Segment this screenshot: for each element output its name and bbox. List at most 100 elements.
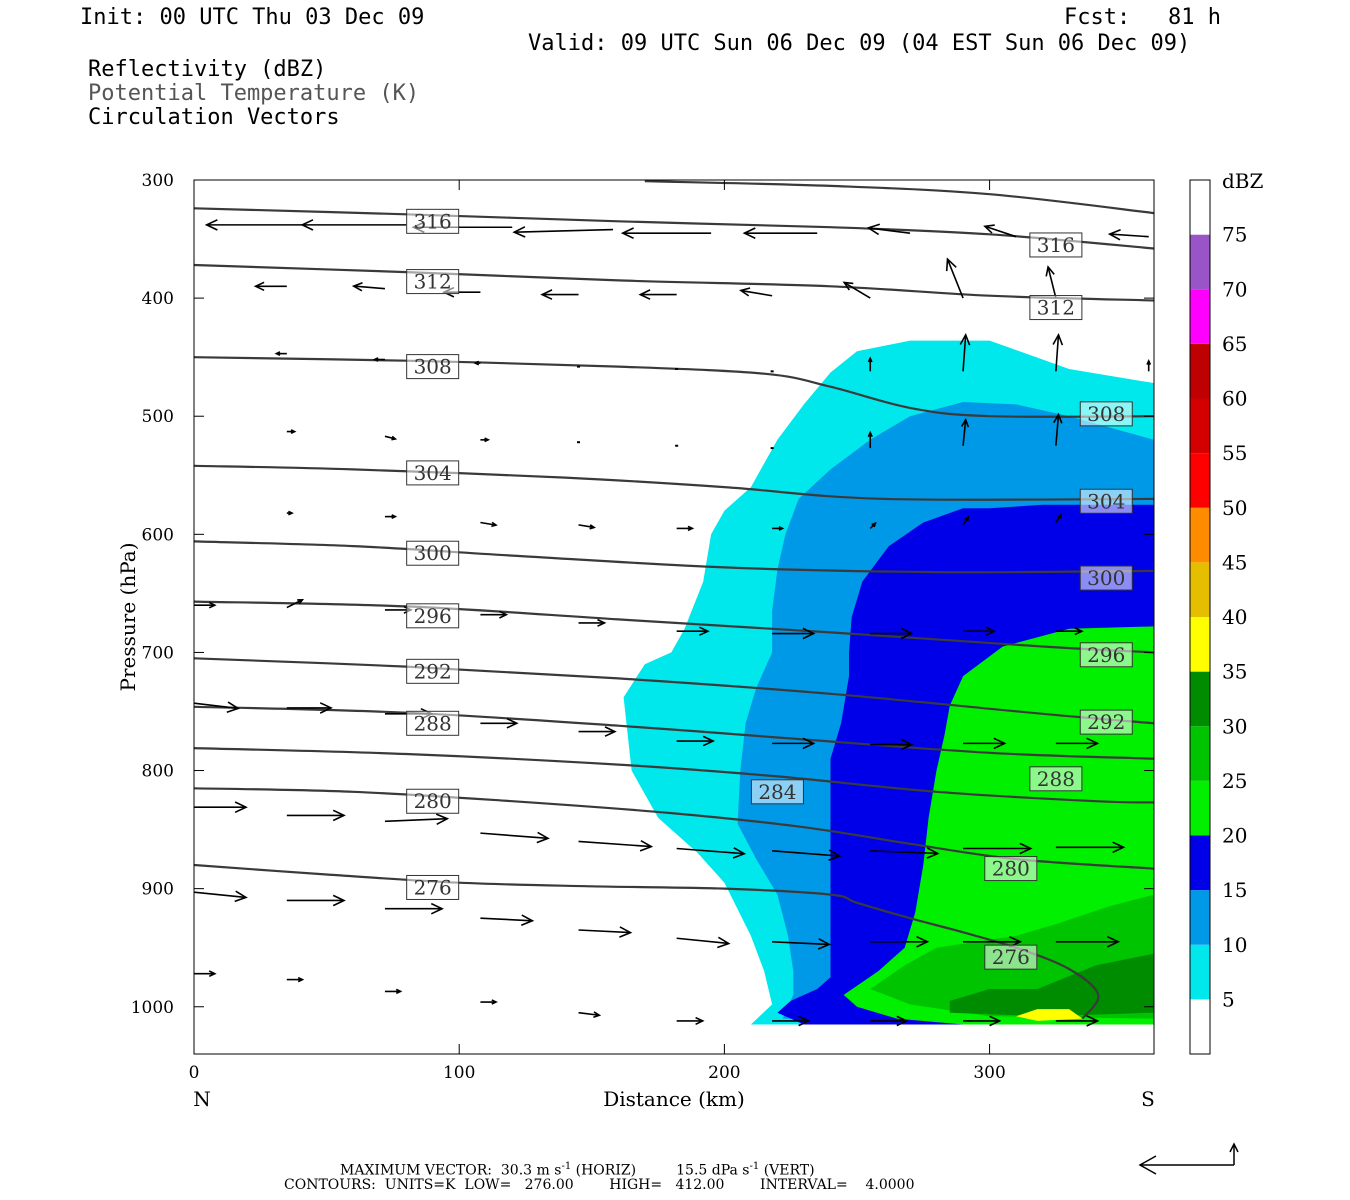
vector-shaft — [1055, 334, 1060, 372]
y-tick-label: 500 — [142, 407, 174, 427]
y-tick-label: 400 — [142, 289, 174, 309]
vector-head — [959, 333, 971, 346]
vector-head — [695, 1016, 705, 1026]
vector-head — [589, 524, 596, 530]
contour-label: 312 — [1029, 295, 1083, 321]
circulation-vector — [867, 430, 873, 449]
circulation-vector — [962, 515, 970, 526]
theta-contour-312 — [194, 263, 1154, 302]
colorbar-swatch — [1190, 507, 1210, 563]
theta-contour-300 — [194, 540, 1154, 574]
contour-label-box — [406, 788, 460, 814]
contour-label-box — [1029, 295, 1083, 321]
contour-label: 276 — [406, 874, 460, 900]
contour-label-box — [406, 540, 460, 566]
vector-head — [900, 627, 914, 640]
circulation-vector — [963, 842, 1033, 855]
vector-shaft — [962, 334, 967, 372]
contour-label-box — [406, 603, 460, 629]
circulation-vector — [253, 281, 287, 292]
vector-head — [802, 627, 816, 640]
circulation-vector — [1052, 333, 1064, 372]
contour-label-box — [984, 944, 1038, 970]
circulation-vector — [286, 598, 305, 609]
contour-label-box — [406, 658, 460, 684]
vector-head — [520, 914, 535, 927]
contour-label: 316 — [1029, 232, 1083, 258]
contour-label: 276 — [984, 944, 1038, 970]
circulation-vector — [1055, 1015, 1100, 1027]
colorbar-unit: dBZ — [1222, 169, 1264, 193]
circulation-vector — [473, 360, 481, 366]
circulation-vector — [963, 626, 997, 636]
contour-label-text: 308 — [414, 355, 452, 379]
vector-head — [985, 626, 997, 636]
circulation-vector — [194, 890, 248, 903]
vector-head — [1086, 1015, 1100, 1027]
vector-head — [983, 224, 995, 234]
vector-shaft — [740, 289, 773, 297]
circulation-vector — [384, 813, 450, 826]
circulation-vector — [983, 224, 1017, 238]
contour-label: 304 — [1079, 488, 1133, 514]
circulation-vector — [384, 435, 398, 441]
vector-head — [960, 417, 970, 428]
vector-head — [300, 219, 314, 231]
vector-head — [319, 702, 333, 714]
colorbar-swatch — [1190, 289, 1210, 344]
circulation-vector — [480, 437, 491, 443]
circulation-vector — [1053, 412, 1063, 446]
contour-label: 292 — [406, 658, 460, 684]
vector-head — [739, 287, 751, 297]
vector-head — [989, 1015, 1002, 1027]
contour-label-text: 308 — [1087, 402, 1125, 426]
circulation-vector — [1055, 841, 1126, 854]
colorbar-level-label: 35 — [1222, 660, 1247, 684]
horiz-tag: (HORIZ) — [575, 1162, 637, 1179]
x-axis: 0 100 200 300 — [189, 180, 1006, 1083]
vector-head — [742, 227, 756, 240]
y-tick-label: 600 — [142, 525, 174, 545]
contour-label: 312 — [406, 269, 460, 295]
vector-head — [297, 976, 305, 983]
circulation-vector — [963, 1015, 1002, 1027]
circulation-vector — [204, 219, 306, 231]
contour-label-box — [406, 354, 460, 380]
vector-head — [484, 437, 491, 443]
circulation-vector — [372, 357, 385, 362]
vector-shaft — [946, 258, 964, 299]
vector-shaft — [194, 702, 239, 710]
contour-label: 288 — [1029, 766, 1083, 792]
vector-shaft — [286, 599, 303, 609]
vector-head — [1107, 229, 1121, 241]
circulation-vector — [384, 902, 444, 915]
colorbar-swatch — [1190, 180, 1210, 235]
circulation-vector — [578, 524, 596, 530]
circulation-vector — [540, 289, 579, 300]
vector-head — [900, 738, 914, 751]
contour-label-text: 276 — [992, 945, 1030, 969]
x-axis-left-end-label: N — [193, 1087, 211, 1111]
contour-label-text: 280 — [992, 857, 1030, 881]
circulation-vector — [945, 257, 964, 299]
vector-head — [391, 435, 398, 441]
x-axis-right-end-label: S — [1141, 1087, 1155, 1111]
reflectivity-region-35dbz — [1016, 1009, 1083, 1021]
theta-contour-296 — [194, 600, 1154, 654]
contour-label: 300 — [1079, 565, 1133, 591]
circulation-vector — [194, 601, 217, 609]
vector-head — [208, 970, 217, 978]
contour-label-box — [1029, 232, 1083, 258]
circulation-vector — [772, 938, 832, 950]
contour-label-text: 316 — [1037, 233, 1075, 257]
vector-head — [896, 1015, 909, 1027]
circulation-vector — [772, 737, 816, 750]
valid-time: Valid: 09 UTC Sun 06 Dec 09 (04 EST Sun … — [528, 31, 1191, 56]
circulation-vector — [676, 936, 731, 949]
colorbar-swatch — [1190, 234, 1210, 290]
vector-head — [506, 717, 519, 729]
circulation-vector — [578, 840, 654, 852]
vector-head — [619, 926, 633, 938]
vector-shaft — [870, 850, 938, 855]
vector-shaft — [514, 228, 614, 234]
